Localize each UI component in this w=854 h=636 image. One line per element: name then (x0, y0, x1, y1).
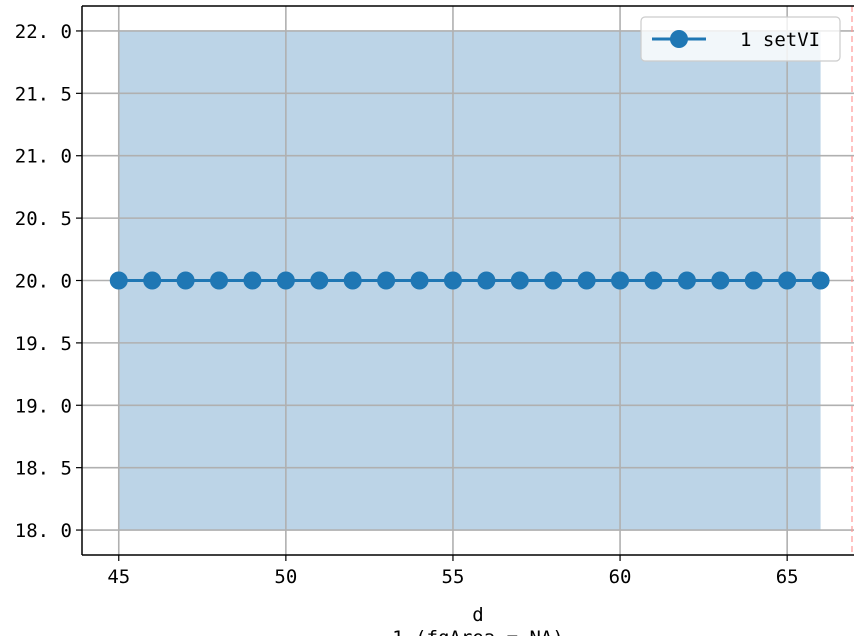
x-tick-label: 60 (609, 566, 632, 588)
y-tick-label: 21. 5 (15, 83, 72, 105)
chart-subtitle: 1 (fgArea = NA) (392, 627, 564, 636)
legend-box (640, 16, 841, 62)
data-point (577, 271, 596, 290)
legend-point-marker (670, 30, 688, 48)
data-point (310, 271, 329, 290)
legend: 1 setVI (640, 16, 841, 62)
data-point (544, 271, 563, 290)
y-tick-label: 21. 0 (15, 146, 72, 168)
data-point (778, 271, 797, 290)
data-point (243, 271, 262, 290)
y-tick-label: 19. 5 (15, 333, 72, 355)
data-point (611, 271, 630, 290)
y-tick-label: 18. 0 (15, 520, 72, 542)
x-tick-label: 45 (107, 566, 130, 588)
data-point (711, 271, 730, 290)
x-axis-label: d (472, 604, 483, 626)
data-point (744, 271, 763, 290)
data-point (811, 271, 830, 290)
data-point (477, 271, 496, 290)
y-tick-label: 19. 0 (15, 395, 72, 417)
data-point (677, 271, 696, 290)
data-point (443, 271, 462, 290)
y-tick-label: 18. 5 (15, 458, 72, 480)
y-tick-label: 20. 0 (15, 271, 72, 293)
legend-entry-label: 1 setVI (740, 29, 820, 51)
x-tick-label: 65 (776, 566, 799, 588)
data-point (210, 271, 229, 290)
data-point (143, 271, 162, 290)
y-tick-label: 22. 0 (15, 21, 72, 43)
x-tick-label: 50 (274, 566, 297, 588)
data-point (644, 271, 663, 290)
data-point (510, 271, 529, 290)
data-point (176, 271, 195, 290)
data-point (343, 271, 362, 290)
data-point (377, 271, 396, 290)
data-point (276, 271, 295, 290)
data-point (410, 271, 429, 290)
data-point (109, 271, 128, 290)
y-tick-label: 20. 5 (15, 208, 72, 230)
plot-area: 45 50 55 60 65 18. 0 18. 5 19. 0 19. 5 20. 0 20. 5… (15, 5, 854, 588)
x-tick-label: 55 (442, 566, 465, 588)
